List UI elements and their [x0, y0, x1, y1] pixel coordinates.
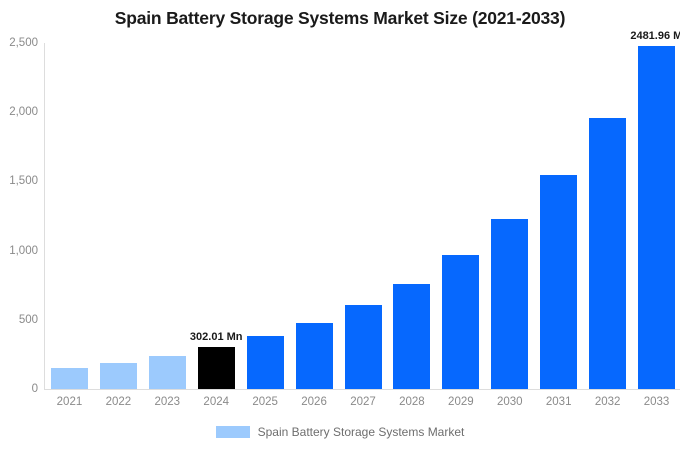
- x-axis-tick-label-2027: 2027: [350, 396, 376, 408]
- y-axis-tick-label: 500: [18, 313, 38, 326]
- x-axis-tick-label-2029: 2029: [448, 396, 474, 408]
- y-axis-tick-label: 2,500: [9, 37, 38, 49]
- x-axis-tick-label-2022: 2022: [105, 396, 132, 408]
- bar-2025[interactable]: [246, 336, 284, 389]
- bar-2032[interactable]: [589, 118, 627, 389]
- legend-item-label: Spain Battery Storage Systems Market: [257, 425, 465, 439]
- bar-2029[interactable]: [442, 254, 480, 389]
- bar-2022[interactable]: [99, 363, 137, 389]
- bar-2024[interactable]: 302.01 Mn: [190, 331, 243, 389]
- bar-2030[interactable]: [491, 219, 529, 389]
- legend-item[interactable]: Spain Battery Storage Systems Market: [215, 425, 465, 439]
- bar-value-label: 2481.96 Mn: [630, 29, 680, 42]
- x-axis-tick-label-2021: 2021: [56, 396, 83, 408]
- chart-legend: Spain Battery Storage Systems Market: [0, 425, 680, 439]
- x-axis-line: [44, 389, 680, 390]
- x-axis-tick-label-2032: 2032: [594, 396, 621, 408]
- x-axis-tick-label-2025: 2025: [252, 396, 278, 408]
- x-axis-tick-label-2023: 2023: [154, 396, 181, 408]
- bar-value-label: 302.01 Mn: [189, 331, 243, 344]
- y-axis-tick-label: 1,000: [9, 244, 38, 257]
- bar-2021[interactable]: [50, 368, 88, 389]
- x-axis-tick-label-2033: 2033: [643, 396, 670, 408]
- x-axis-tick-label-2031: 2031: [545, 396, 572, 408]
- chart-title: Spain Battery Storage Systems Market Siz…: [114, 8, 566, 28]
- bar-2027[interactable]: [344, 305, 382, 389]
- bar-2031[interactable]: [540, 175, 578, 389]
- bars-layer: 302.01 Mn 2481.96 Mn: [44, 30, 680, 390]
- legend-swatch-icon: [215, 426, 250, 438]
- bar-2023[interactable]: [148, 356, 186, 389]
- y-axis-tick-label: 0: [31, 383, 38, 395]
- y-axis-tick-labels: 0 500 1,000 1,500 2,000 2,500: [0, 37, 38, 395]
- x-axis-tick-label-2024: 2024: [203, 396, 230, 408]
- y-axis-line: [44, 43, 45, 390]
- bar-2033[interactable]: 2481.96 Mn: [630, 30, 680, 389]
- x-axis-tick-labels: 2021 2022 2023 2024 2025 2026 2027 2028 2029 2030…: [44, 396, 680, 414]
- bar-2026[interactable]: [295, 322, 333, 389]
- x-axis-tick-label-2028: 2028: [399, 396, 425, 408]
- plot-area: [44, 43, 680, 390]
- x-axis-tick-label-2030: 2030: [496, 396, 523, 408]
- y-axis-tick-label: 2,000: [9, 106, 38, 119]
- x-axis-tick-label-2026: 2026: [301, 396, 327, 408]
- bar-2028[interactable]: [393, 283, 431, 389]
- y-axis-tick-label: 1,500: [9, 175, 38, 188]
